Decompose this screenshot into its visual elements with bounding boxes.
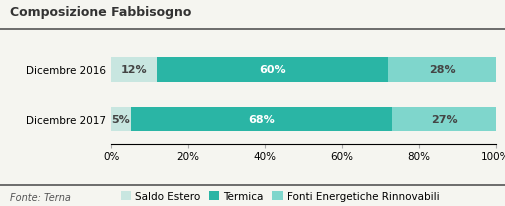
Text: 28%: 28% — [428, 65, 455, 75]
Bar — [391, 107, 495, 132]
Text: 60%: 60% — [259, 65, 286, 75]
Text: 68%: 68% — [247, 115, 274, 124]
Text: 27%: 27% — [430, 115, 457, 124]
Bar — [157, 58, 387, 82]
Bar — [111, 107, 130, 132]
Bar — [387, 58, 495, 82]
Bar — [111, 58, 157, 82]
Legend: Saldo Estero, Termica, Fonti Energetiche Rinnovabili: Saldo Estero, Termica, Fonti Energetiche… — [116, 187, 443, 205]
Bar — [130, 107, 391, 132]
Text: Composizione Fabbisogno: Composizione Fabbisogno — [10, 6, 191, 19]
Text: Fonte: Terna: Fonte: Terna — [10, 192, 71, 201]
Text: 12%: 12% — [121, 65, 147, 75]
Text: 5%: 5% — [111, 115, 130, 124]
